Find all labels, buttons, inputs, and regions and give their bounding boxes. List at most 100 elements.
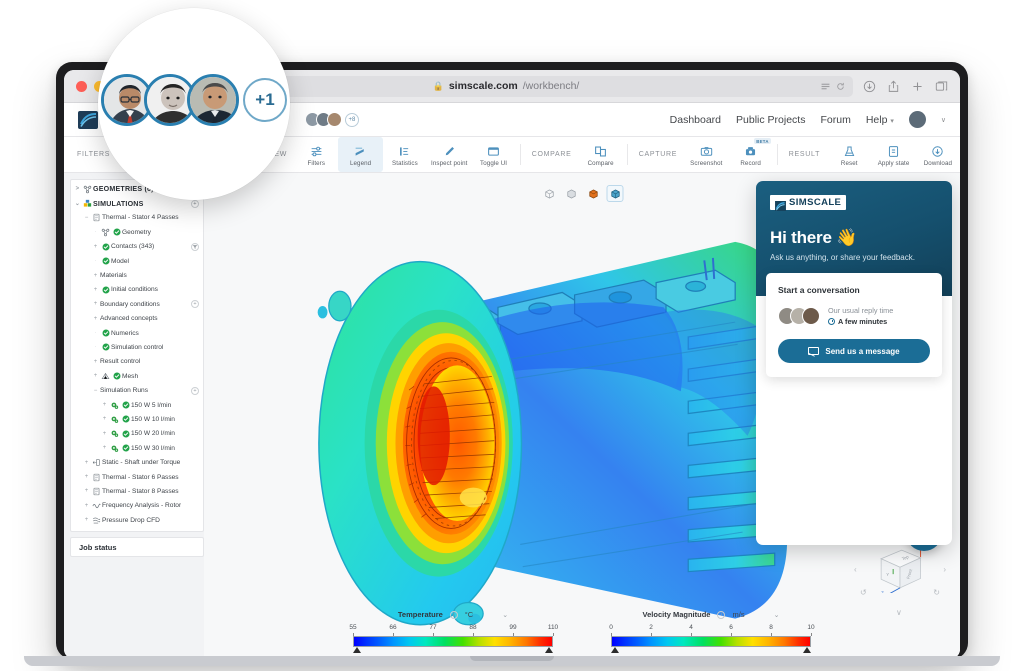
legend-max-handle[interactable] [545, 647, 553, 653]
nav-forum[interactable]: Forum [820, 113, 851, 126]
tree-item[interactable]: + Boundary conditions + [71, 297, 203, 311]
legend-color-bar[interactable] [353, 636, 553, 647]
twisty-toggle-icon[interactable]: + [93, 286, 98, 293]
tool-inspect-point[interactable]: Inspect point [427, 137, 471, 172]
tree-item[interactable]: +150 W 30 l/min [71, 441, 203, 455]
share-icon[interactable] [887, 80, 900, 93]
tree-item[interactable]: + Thermal - Stator 8 Passes [71, 484, 203, 498]
simulation-result-model[interactable] [204, 173, 960, 659]
tree-item[interactable]: ⌄ SIMULATIONS + [71, 196, 203, 210]
twisty-toggle-icon[interactable]: − [93, 387, 98, 394]
shaded-grey-icon[interactable] [563, 185, 580, 202]
tree-item[interactable]: + Static - Shaft under Torque [71, 455, 203, 469]
twisty-toggle-icon[interactable]: + [93, 243, 98, 250]
project-tree[interactable]: > GEOMETRIES (6) ⌄ SIMULATIONS + − Thermal - S… [70, 179, 204, 533]
avatar[interactable] [908, 111, 926, 128]
nav-public-projects[interactable]: Public Projects [736, 113, 806, 126]
browser-actions[interactable] [863, 80, 948, 93]
surface-icon[interactable] [585, 185, 602, 202]
reader-mode-icon[interactable] [821, 82, 830, 91]
tool-filters[interactable]: Filters [294, 137, 338, 172]
send-message-button[interactable]: Send us a message [778, 339, 930, 363]
tree-item[interactable]: +150 W 5 l/min [71, 398, 203, 412]
twisty-toggle-icon[interactable]: + [93, 315, 98, 322]
tool-screenshot[interactable]: Screenshot [684, 137, 728, 172]
tree-item[interactable]: · Numerics [71, 326, 203, 340]
rotate-ccw-icon[interactable]: ↺ [860, 588, 867, 597]
job-status-panel[interactable]: Job status [70, 537, 204, 558]
surface-edges-icon[interactable] [606, 185, 624, 202]
legend-max-handle[interactable] [803, 647, 811, 653]
tree-item[interactable]: + Frequency Analysis - Rotor [71, 499, 203, 513]
info-icon[interactable]: i [449, 610, 458, 619]
tool-record[interactable]: BETA Record [728, 137, 772, 172]
legend-range-handles[interactable] [353, 647, 553, 655]
tree-item[interactable]: + Mesh [71, 369, 203, 383]
tree-item[interactable]: + Materials [71, 268, 203, 282]
tool-statistics[interactable]: Statistics [383, 137, 427, 172]
legend-color-bar[interactable] [611, 636, 811, 647]
tool-reset[interactable]: Reset [827, 137, 871, 172]
twisty-toggle-icon[interactable]: ⌄ [74, 201, 81, 208]
legend-velocity-magnitude[interactable]: Velocity Magnitude i m/s ⌄ 0 2 4 6 8 10 [609, 610, 815, 655]
tree-item[interactable]: · Model [71, 254, 203, 268]
twisty-toggle-icon[interactable]: + [93, 373, 98, 380]
tree-item[interactable]: + Advanced concepts [71, 312, 203, 326]
twisty-toggle-icon[interactable]: − [84, 214, 89, 221]
twisty-toggle-icon[interactable]: + [102, 445, 107, 452]
tree-item[interactable]: + Pressure Drop CFD [71, 513, 203, 527]
orientation-cube-icon[interactable]: Top Y Front X Z [874, 545, 926, 593]
twisty-toggle-icon[interactable]: + [93, 272, 98, 279]
filter-icon[interactable] [191, 242, 199, 251]
chevron-down-icon[interactable]: ∨ [940, 116, 946, 124]
new-tab-icon[interactable] [911, 80, 924, 93]
arrow-left-icon[interactable]: ‹ [854, 565, 857, 574]
tree-item[interactable]: · Geometry [71, 225, 203, 239]
wireframe-icon[interactable] [541, 185, 558, 202]
arrow-down-icon[interactable]: ∨ [896, 608, 902, 617]
legend-range-handles[interactable] [611, 647, 811, 655]
twisty-toggle-icon[interactable]: + [93, 358, 98, 365]
render-mode-toggles[interactable] [541, 185, 624, 202]
tree-item[interactable]: + Thermal - Stator 6 Passes [71, 470, 203, 484]
avatar[interactable] [326, 112, 342, 127]
add-item-button[interactable]: + [191, 199, 199, 208]
add-item-button[interactable]: + [191, 386, 199, 395]
tree-item[interactable]: + Contacts (343) [71, 240, 203, 254]
tool-legend[interactable]: Legend [338, 137, 383, 172]
legend-temperature[interactable]: Temperature i °C ⌄ 55 66 77 88 99 110 [349, 610, 558, 655]
tree-item[interactable]: − Thermal - Stator 4 Passes [71, 211, 203, 225]
legend-min-handle[interactable] [611, 647, 619, 653]
tree-item[interactable]: > GEOMETRIES (6) [71, 182, 203, 196]
tree-item[interactable]: +150 W 10 l/min [71, 412, 203, 426]
twisty-toggle-icon[interactable]: + [84, 502, 89, 509]
twisty-toggle-icon[interactable]: + [84, 517, 89, 524]
legend-min-handle[interactable] [353, 647, 361, 653]
arrow-right-icon[interactable]: › [943, 565, 946, 574]
twisty-toggle-icon[interactable]: + [84, 474, 89, 480]
tool-compare[interactable]: Compare [578, 137, 622, 172]
info-icon[interactable]: i [717, 610, 726, 619]
twisty-toggle-icon[interactable]: + [84, 488, 89, 495]
start-conversation-card[interactable]: Start a conversation Our usual reply tim… [766, 273, 942, 377]
tree-item[interactable]: +150 W 20 l/min [71, 427, 203, 441]
collaborator-overflow-badge[interactable]: +8 [344, 112, 359, 127]
nav-dashboard[interactable]: Dashboard [669, 113, 722, 126]
nav-help[interactable]: Help ▾ [865, 113, 894, 126]
tool-toggle-ui[interactable]: Toggle UI [471, 137, 515, 172]
tree-item[interactable]: + Initial conditions [71, 283, 203, 297]
twisty-toggle-icon[interactable]: + [102, 416, 107, 423]
view-cube[interactable]: ^ ∨ ‹ › ▣ ↺ ↻ Top Y Front [854, 521, 946, 617]
address-bar[interactable]: 🔒 simscale.com/workbench/ [159, 75, 853, 97]
download-icon[interactable] [863, 80, 876, 93]
twisty-toggle-icon[interactable]: + [102, 402, 107, 409]
collaborator-overflow-badge[interactable]: +1 [243, 78, 287, 122]
twisty-toggle-icon[interactable]: + [102, 430, 107, 437]
twisty-toggle-icon[interactable]: + [93, 301, 98, 308]
chevron-down-icon[interactable]: ⌄ [502, 611, 509, 619]
3d-viewport[interactable]: Temperature i °C ⌄ 55 66 77 88 99 110 Velocity Mag… [204, 173, 960, 659]
close-window-button[interactable] [76, 80, 87, 92]
chat-widget[interactable]: SIMSCALE Hi there 👋 Ask us anything, or … [756, 181, 952, 545]
avatar-3[interactable] [187, 74, 239, 126]
twisty-toggle-icon[interactable]: > [75, 186, 80, 193]
